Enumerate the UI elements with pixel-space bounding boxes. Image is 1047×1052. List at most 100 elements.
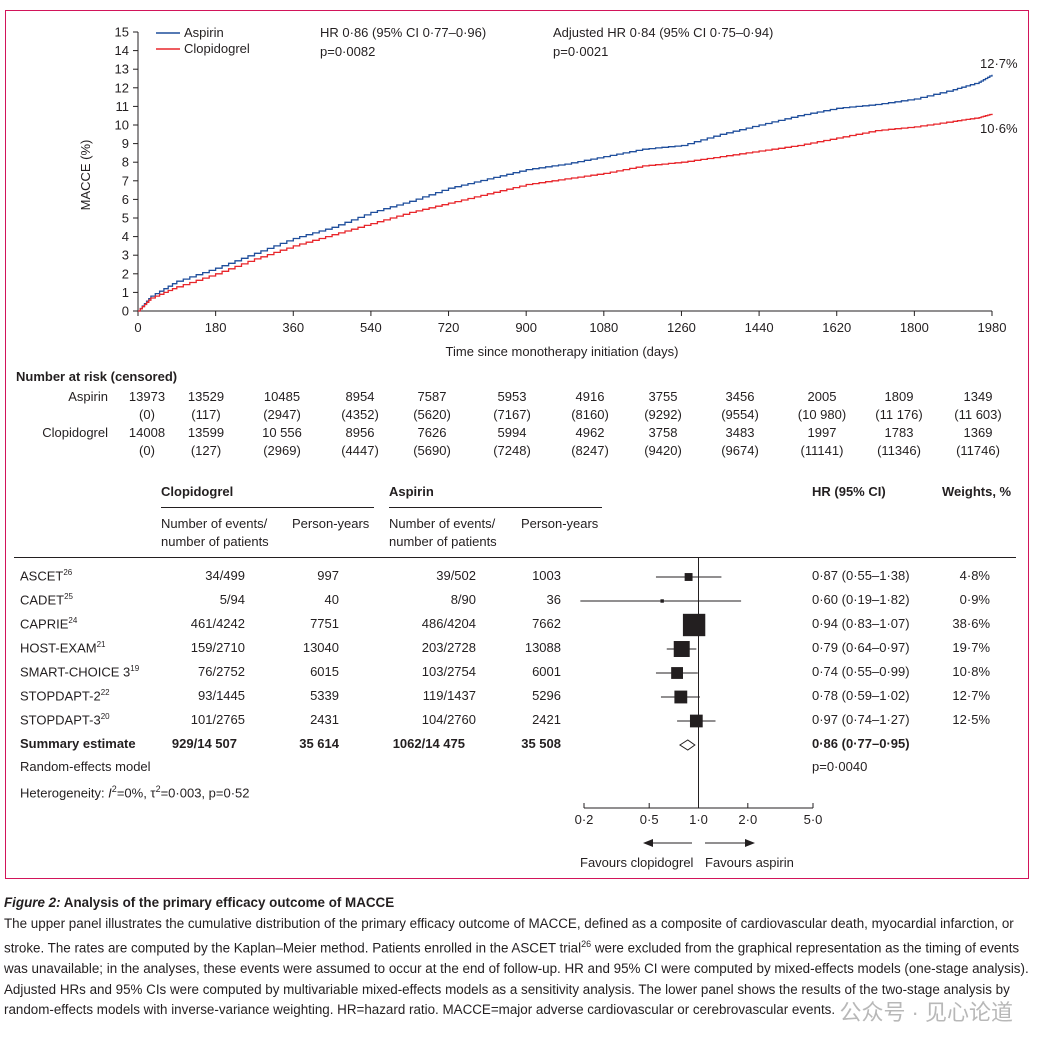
risk-censored: (9554) [721,407,759,422]
clop-person-years: 5339 [310,688,339,703]
study-marker [673,641,690,657]
summary-clop-py: 35 614 [299,736,339,751]
x-tick-label: 540 [360,320,382,335]
risk-censored: (11141) [800,443,844,458]
y-tick-label: 13 [115,62,129,77]
arrow-right-head [745,839,755,847]
header-hr: HR (95% CI) [812,484,886,499]
x-tick-label: 1080 [589,320,618,335]
sub-asp-py: Person-years [521,516,599,531]
risk-censored: (5620) [413,407,451,422]
risk-censored: (9420) [644,443,682,458]
risk-censored: (9674) [721,443,759,458]
study-hr: 0·87 (0·55–1·38) [812,568,910,583]
risk-count: 5994 [497,425,527,440]
clop-person-years: 40 [324,592,339,607]
risk-count: 7626 [417,425,447,440]
study-weight: 10·8% [952,664,990,679]
summary-diamond [678,739,696,751]
risk-count: 1349 [963,389,993,404]
end-label-clopidogrel: 10·6% [980,121,1018,136]
y-axis-label: MACCE (%) [78,140,93,211]
hr-p: p=0·0082 [320,44,375,59]
asp-events: 104/2760 [421,712,476,727]
risk-count: 5953 [497,389,527,404]
forest-tick-label: 0·2 [575,812,594,827]
km-line-clopidogrel [138,113,993,312]
sub-asp-events: Number of events/number of patients [389,516,497,549]
study-hr: 0·78 (0·59–1·02) [812,688,910,703]
forest-tick-label: 5·0 [804,812,823,827]
clop-person-years: 7751 [310,616,339,631]
study-name: CAPRIE24 [20,616,78,632]
favours-aspirin: Favours aspirin [705,855,794,870]
clop-person-years: 2431 [310,712,339,727]
asp-events: 103/2754 [421,664,476,679]
risk-censored: (2947) [263,407,301,422]
risk-count: 3758 [648,425,678,440]
risk-censored: (117) [191,407,221,422]
forest-tick-label: 1·0 [689,812,708,827]
x-tick-label: 1440 [745,320,774,335]
study-name: STOPDAPT-222 [20,688,110,704]
risk-censored: (8247) [571,443,609,458]
x-tick-label: 1260 [667,320,696,335]
km-lines [138,74,993,312]
risk-censored: (127) [190,443,222,458]
y-tick-label: 9 [122,136,129,151]
risk-count: 4962 [575,425,605,440]
sub-clop-py: Person-years [292,516,370,531]
header-weights: Weights, % [942,484,1012,499]
clop-events: 76/2752 [198,664,245,679]
risk-censored: (9292) [644,407,682,422]
y-tick-label: 5 [122,211,129,226]
y-tick-label: 0 [122,304,129,319]
risk-count: 13599 [187,425,225,440]
risk-censored: (7248) [493,443,531,458]
x-tick-label: 1620 [822,320,851,335]
risk-count: 10485 [263,389,301,404]
y-tick-label: 14 [115,43,129,58]
risk-count: 7587 [417,389,447,404]
study-weight: 19·7% [952,640,990,655]
asp-person-years: 2421 [532,712,561,727]
asp-person-years: 7662 [532,616,561,631]
y-tick-label: 12 [115,80,129,95]
legend-clopidogrel: Clopidogrel [184,41,250,56]
risk-count: 1369 [963,425,993,440]
caption-title: Figure 2: Analysis of the primary effica… [4,895,395,910]
rule-table-top [14,557,1016,558]
study-hr: 0·60 (0·19–1·82) [812,592,910,607]
forest-plot: 0·2 0·5 1·0 2·0 5·0 [575,557,823,847]
x-tick-label: 720 [438,320,460,335]
header-aspirin: Aspirin [389,484,434,499]
study-weight: 38·6% [952,616,990,631]
risk-count: 1997 [807,425,837,440]
risk-censored: (4352) [341,407,379,422]
risk-title: Number at risk (censored) [16,369,178,384]
asp-events: 39/502 [436,568,476,583]
clop-events: 34/499 [205,568,245,583]
study-marker [684,573,693,581]
study-name: CADET25 [20,592,73,608]
summary-clop-events: 929/14 507 [171,736,237,751]
risk-count: 13529 [187,389,225,404]
clop-events: 5/94 [219,592,245,607]
risk-censored: (11346) [877,443,921,458]
sub-clop-events: Number of events/number of patients [161,516,269,549]
risk-count: 3456 [725,389,755,404]
watermark: 公众号 · 见心论道 [839,1000,1013,1025]
risk-count: 4916 [575,389,605,404]
risk-censored: (11 176) [875,407,923,422]
adjusted-hr-p: p=0·0021 [553,44,608,59]
asp-person-years: 5296 [532,688,561,703]
risk-censored: (7167) [493,407,531,422]
risk-censored: (11746) [956,443,1000,458]
study-weight: 0·9% [959,592,990,607]
risk-censored: (11 603) [954,407,1002,422]
clop-person-years: 6015 [310,664,339,679]
risk-censored: (8160) [571,407,609,422]
risk-row-label: Aspirin [68,389,108,404]
y-tick-label: 1 [122,285,129,300]
risk-count: 3755 [648,389,678,404]
